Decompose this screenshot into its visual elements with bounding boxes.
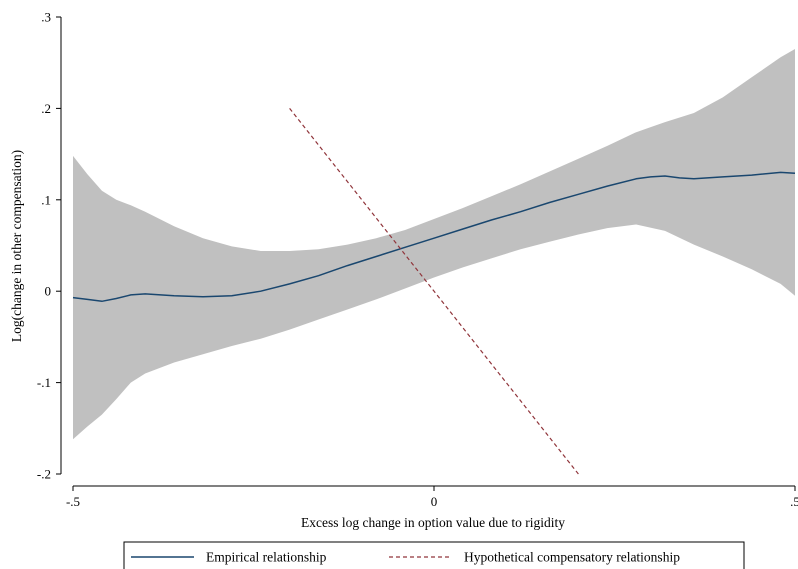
confidence-band-layer: [73, 49, 795, 440]
y-tick-label: -.1: [37, 375, 51, 390]
x-axis-ticks: -.5 0 .5: [66, 486, 798, 509]
y-tick-label: 0: [45, 284, 52, 299]
y-tick-label: .3: [41, 10, 51, 25]
y-tick-label: .1: [41, 192, 51, 207]
confidence-band: [73, 49, 795, 440]
y-axis-ticks: -.2 -.1 0 .1 .2 .3: [37, 10, 61, 482]
y-tick-label: -.2: [37, 467, 51, 482]
legend: Empirical relationship Hypothetical comp…: [123, 541, 745, 569]
series-layer: [72, 108, 796, 475]
legend-label-hypothetical: Hypothetical compensatory relationship: [464, 550, 680, 565]
x-tick-label: .5: [790, 494, 798, 509]
y-tick-label: .2: [41, 101, 51, 116]
x-axis-title: Excess log change in option value due to…: [301, 515, 565, 530]
legend-box: [123, 541, 745, 569]
hypothetical-compensatory-line: [289, 108, 579, 475]
empirical-relationship-line: [72, 171, 796, 303]
x-tick-label: 0: [431, 494, 438, 509]
legend-label-empirical: Empirical relationship: [206, 550, 327, 565]
y-axis-title: Log(change in other compensation): [9, 150, 24, 342]
x-tick-label: -.5: [66, 494, 80, 509]
